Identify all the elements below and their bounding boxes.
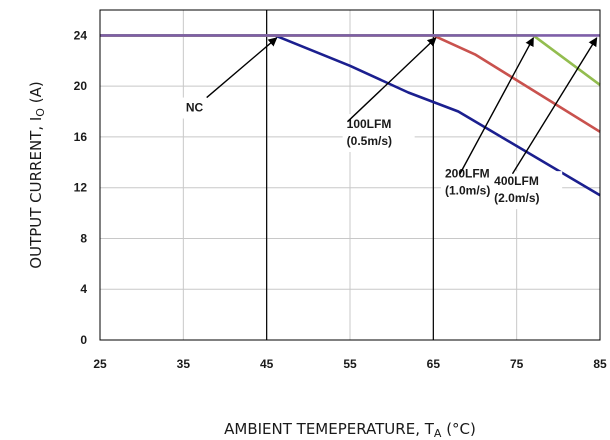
x-tick-label: 75 [510, 357, 524, 371]
y-tick-label: 16 [74, 130, 88, 144]
annotation-arrow [459, 37, 534, 175]
annotation-backdrop [342, 114, 415, 153]
annotation-labels: NC 100LFM (0.5m/s) 200LFM (1.0m/s) 400LFM (2.0… [181, 97, 563, 210]
y-axis-title-main: OUTPUT CURRENT, I [27, 117, 45, 269]
x-axis-title-unit: (°C) [441, 420, 475, 438]
y-tick-label: 0 [80, 333, 87, 347]
annotation-text: (2.0m/s) [494, 191, 539, 205]
annotation-text: 400LFM [494, 174, 539, 188]
x-tick-label: 25 [93, 357, 107, 371]
annotation-text: (1.0m/s) [445, 184, 490, 198]
annotation-arrow [347, 37, 437, 123]
annotation-text: NC [186, 101, 204, 115]
x-tick-label: 45 [260, 357, 274, 371]
y-tick-label: 12 [74, 181, 88, 195]
annotation-arrows [206, 37, 598, 175]
annotation-backdrop [490, 171, 563, 210]
annotation-lfm100: 100LFM (0.5m/s) [342, 114, 415, 153]
annotation-backdrop [181, 97, 210, 119]
y-tick-label: 24 [74, 28, 88, 42]
x-tick-label: 35 [177, 357, 191, 371]
annotation-text: 100LFM [347, 117, 392, 131]
x-tick-label: 55 [343, 357, 357, 371]
annotation-arrow [511, 37, 598, 175]
y-tick-label: 8 [80, 231, 87, 245]
y-axis-title-unit: (A) [27, 81, 45, 108]
x-axis-title-main: AMBIENT TEMEPERATURE, T [224, 420, 435, 438]
annotation-text: 200LFM [445, 167, 490, 181]
y-tick-label: 20 [74, 79, 88, 93]
series-group [100, 34, 601, 197]
tick-labels: 0 4 8 12 16 20 24 25 35 45 55 65 75 85 [74, 28, 607, 371]
y-tick-label: 4 [80, 282, 87, 296]
x-tick-label: 65 [427, 357, 441, 371]
plot-frame [99, 9, 601, 341]
y-axis-title: OUTPUT CURRENT, IO (A) [27, 81, 47, 268]
annotation-nc: NC [181, 97, 210, 119]
y-axis-title-sub: O [34, 108, 47, 117]
annotation-lfm400: 400LFM (2.0m/s) [490, 171, 563, 210]
reference-lines [266, 10, 434, 340]
annotation-text: (0.5m/s) [347, 134, 392, 148]
x-axis-title-sub: A [434, 427, 442, 440]
annotation-arrow [206, 37, 278, 99]
x-axis-title: AMBIENT TEMEPERATURE, TA (°C) [224, 420, 476, 440]
x-tick-label: 85 [593, 357, 607, 371]
